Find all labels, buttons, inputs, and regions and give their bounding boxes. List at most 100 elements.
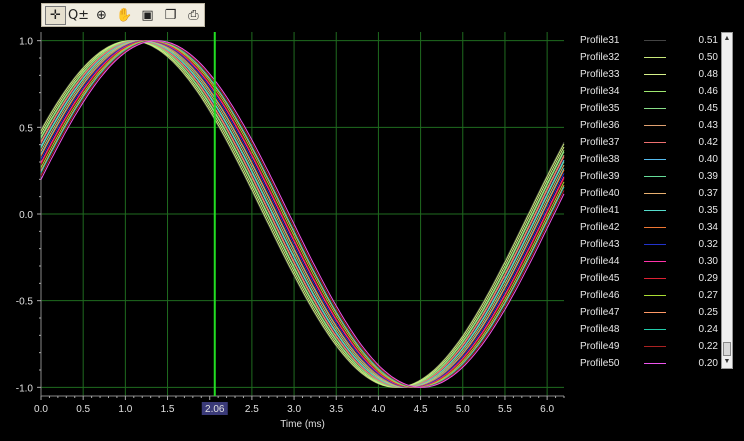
legend-line-swatch [644, 57, 666, 58]
legend-item[interactable]: Profile45 0.29 [580, 270, 720, 287]
legend-line-swatch [644, 159, 666, 160]
save-icon[interactable]: ▣ [141, 7, 154, 23]
pan-hand-icon[interactable]: ✋ [116, 7, 133, 23]
legend-line-swatch [644, 244, 666, 245]
legend-line-swatch [644, 363, 666, 364]
legend-series-name: Profile42 [580, 222, 620, 233]
legend-item[interactable]: Profile49 0.22 [580, 338, 720, 355]
copy-icon[interactable]: ❐ [164, 7, 177, 23]
legend-series-name: Profile43 [580, 239, 620, 250]
legend-item[interactable]: Profile39 0.39 [580, 168, 720, 185]
x-tick-label: 1.0 [118, 404, 132, 415]
legend-line-swatch [644, 193, 666, 194]
legend-item[interactable]: Profile46 0.27 [580, 287, 720, 304]
legend-item[interactable]: Profile31 0.51 [580, 32, 720, 49]
legend-series-value: 0.46 [698, 86, 718, 97]
zoom-icon[interactable]: ⊕ [96, 7, 107, 23]
cursor-value-label: 2.06 [205, 404, 225, 415]
legend-line-swatch [644, 295, 666, 296]
legend-series-value: 0.20 [698, 358, 718, 369]
legend: Profile31 0.51 Profile32 0.50 Profile33 0.48 P… [580, 32, 720, 372]
legend-item[interactable]: Profile32 0.50 [580, 49, 720, 66]
scroll-down-arrow-icon[interactable]: ▼ [723, 358, 731, 365]
legend-series-name: Profile40 [580, 188, 620, 199]
legend-series-value: 0.45 [698, 103, 718, 114]
x-tick-label: 0.0 [34, 404, 48, 415]
legend-item[interactable]: Profile36 0.43 [580, 117, 720, 134]
legend-item[interactable]: Profile41 0.35 [580, 202, 720, 219]
legend-series-name: Profile37 [580, 137, 620, 148]
scroll-up-arrow-icon[interactable]: ▲ [723, 35, 731, 42]
legend-series-name: Profile34 [580, 86, 620, 97]
legend-series-value: 0.30 [698, 256, 718, 267]
print-icon[interactable]: ⎙ [188, 7, 199, 23]
series-line-profile46 [40, 40, 565, 388]
legend-series-name: Profile32 [580, 52, 620, 63]
legend-item[interactable]: Profile47 0.25 [580, 304, 720, 321]
legend-line-swatch [644, 125, 666, 126]
legend-item[interactable]: Profile33 0.48 [580, 66, 720, 83]
legend-series-name: Profile31 [580, 35, 620, 46]
series-line-profile48 [40, 40, 565, 388]
legend-series-name: Profile35 [580, 103, 620, 114]
x-axis-label: Time (ms) [280, 419, 325, 430]
legend-item[interactable]: Profile50 0.20 [580, 355, 720, 372]
legend-series-value: 0.35 [698, 205, 718, 216]
cursor-value-box [201, 402, 228, 415]
legend-item[interactable]: Profile48 0.24 [580, 321, 720, 338]
legend-item[interactable]: Profile37 0.42 [580, 134, 720, 151]
legend-series-name: Profile33 [580, 69, 620, 80]
legend-series-value: 0.48 [698, 69, 718, 80]
y-tick-label: -1.0 [16, 383, 34, 394]
legend-series-value: 0.39 [698, 171, 718, 182]
legend-series-value: 0.42 [698, 137, 718, 148]
legend-series-value: 0.27 [698, 290, 718, 301]
legend-series-value: 0.40 [698, 154, 718, 165]
crosshair-icon[interactable]: ✛ [45, 5, 66, 25]
x-tick-label: 6.0 [540, 404, 554, 415]
legend-item[interactable]: Profile38 0.40 [580, 151, 720, 168]
legend-line-swatch [644, 40, 666, 41]
y-tick-label: 0.0 [19, 210, 33, 221]
legend-series-name: Profile38 [580, 154, 620, 165]
legend-item[interactable]: Profile42 0.34 [580, 219, 720, 236]
series-line-profile50 [40, 40, 565, 388]
legend-line-swatch [644, 312, 666, 313]
legend-series-name: Profile44 [580, 256, 620, 267]
legend-line-swatch [644, 210, 666, 211]
zoom-axis-icon[interactable]: Q± [67, 7, 90, 23]
legend-series-value: 0.32 [698, 239, 718, 250]
legend-scrollbar[interactable]: ▲ ▼ [721, 32, 733, 369]
x-tick-label: 4.0 [371, 404, 385, 415]
legend-series-name: Profile39 [580, 171, 620, 182]
x-tick-label: 1.5 [161, 404, 175, 415]
legend-series-name: Profile45 [580, 273, 620, 284]
legend-line-swatch [644, 261, 666, 262]
legend-line-swatch [644, 278, 666, 279]
scrollbar-thumb[interactable] [723, 342, 731, 356]
series-line-profile43 [40, 40, 565, 388]
legend-item[interactable]: Profile35 0.45 [580, 100, 720, 117]
series-line-profile49 [40, 40, 565, 388]
legend-series-value: 0.37 [698, 188, 718, 199]
legend-item[interactable]: Profile34 0.46 [580, 83, 720, 100]
legend-series-name: Profile49 [580, 341, 620, 352]
y-tick-label: -0.5 [16, 297, 34, 308]
legend-series-value: 0.50 [698, 52, 718, 63]
legend-series-name: Profile48 [580, 324, 620, 335]
series-line-profile42 [40, 40, 565, 388]
x-tick-label: 3.0 [287, 404, 301, 415]
x-tick-label: 2.5 [245, 404, 259, 415]
legend-series-value: 0.22 [698, 341, 718, 352]
legend-series-value: 0.34 [698, 222, 718, 233]
series-line-profile45 [40, 40, 565, 388]
legend-line-swatch [644, 108, 666, 109]
chart-toolbar: ✛ Q± ⊕ ✋ ▣ ❐ ⎙ [41, 3, 205, 27]
plot-area[interactable]: 0.0 0.5 1.0 1.5 2.06 2.5 3.0 3.5 4.0 4.5 5.0 5.5 6.0… [0, 0, 580, 441]
legend-item[interactable]: Profile43 0.32 [580, 236, 720, 253]
legend-series-value: 0.29 [698, 273, 718, 284]
legend-item[interactable]: Profile44 0.30 [580, 253, 720, 270]
legend-series-name: Profile47 [580, 307, 620, 318]
legend-item[interactable]: Profile40 0.37 [580, 185, 720, 202]
legend-series-value: 0.24 [698, 324, 718, 335]
